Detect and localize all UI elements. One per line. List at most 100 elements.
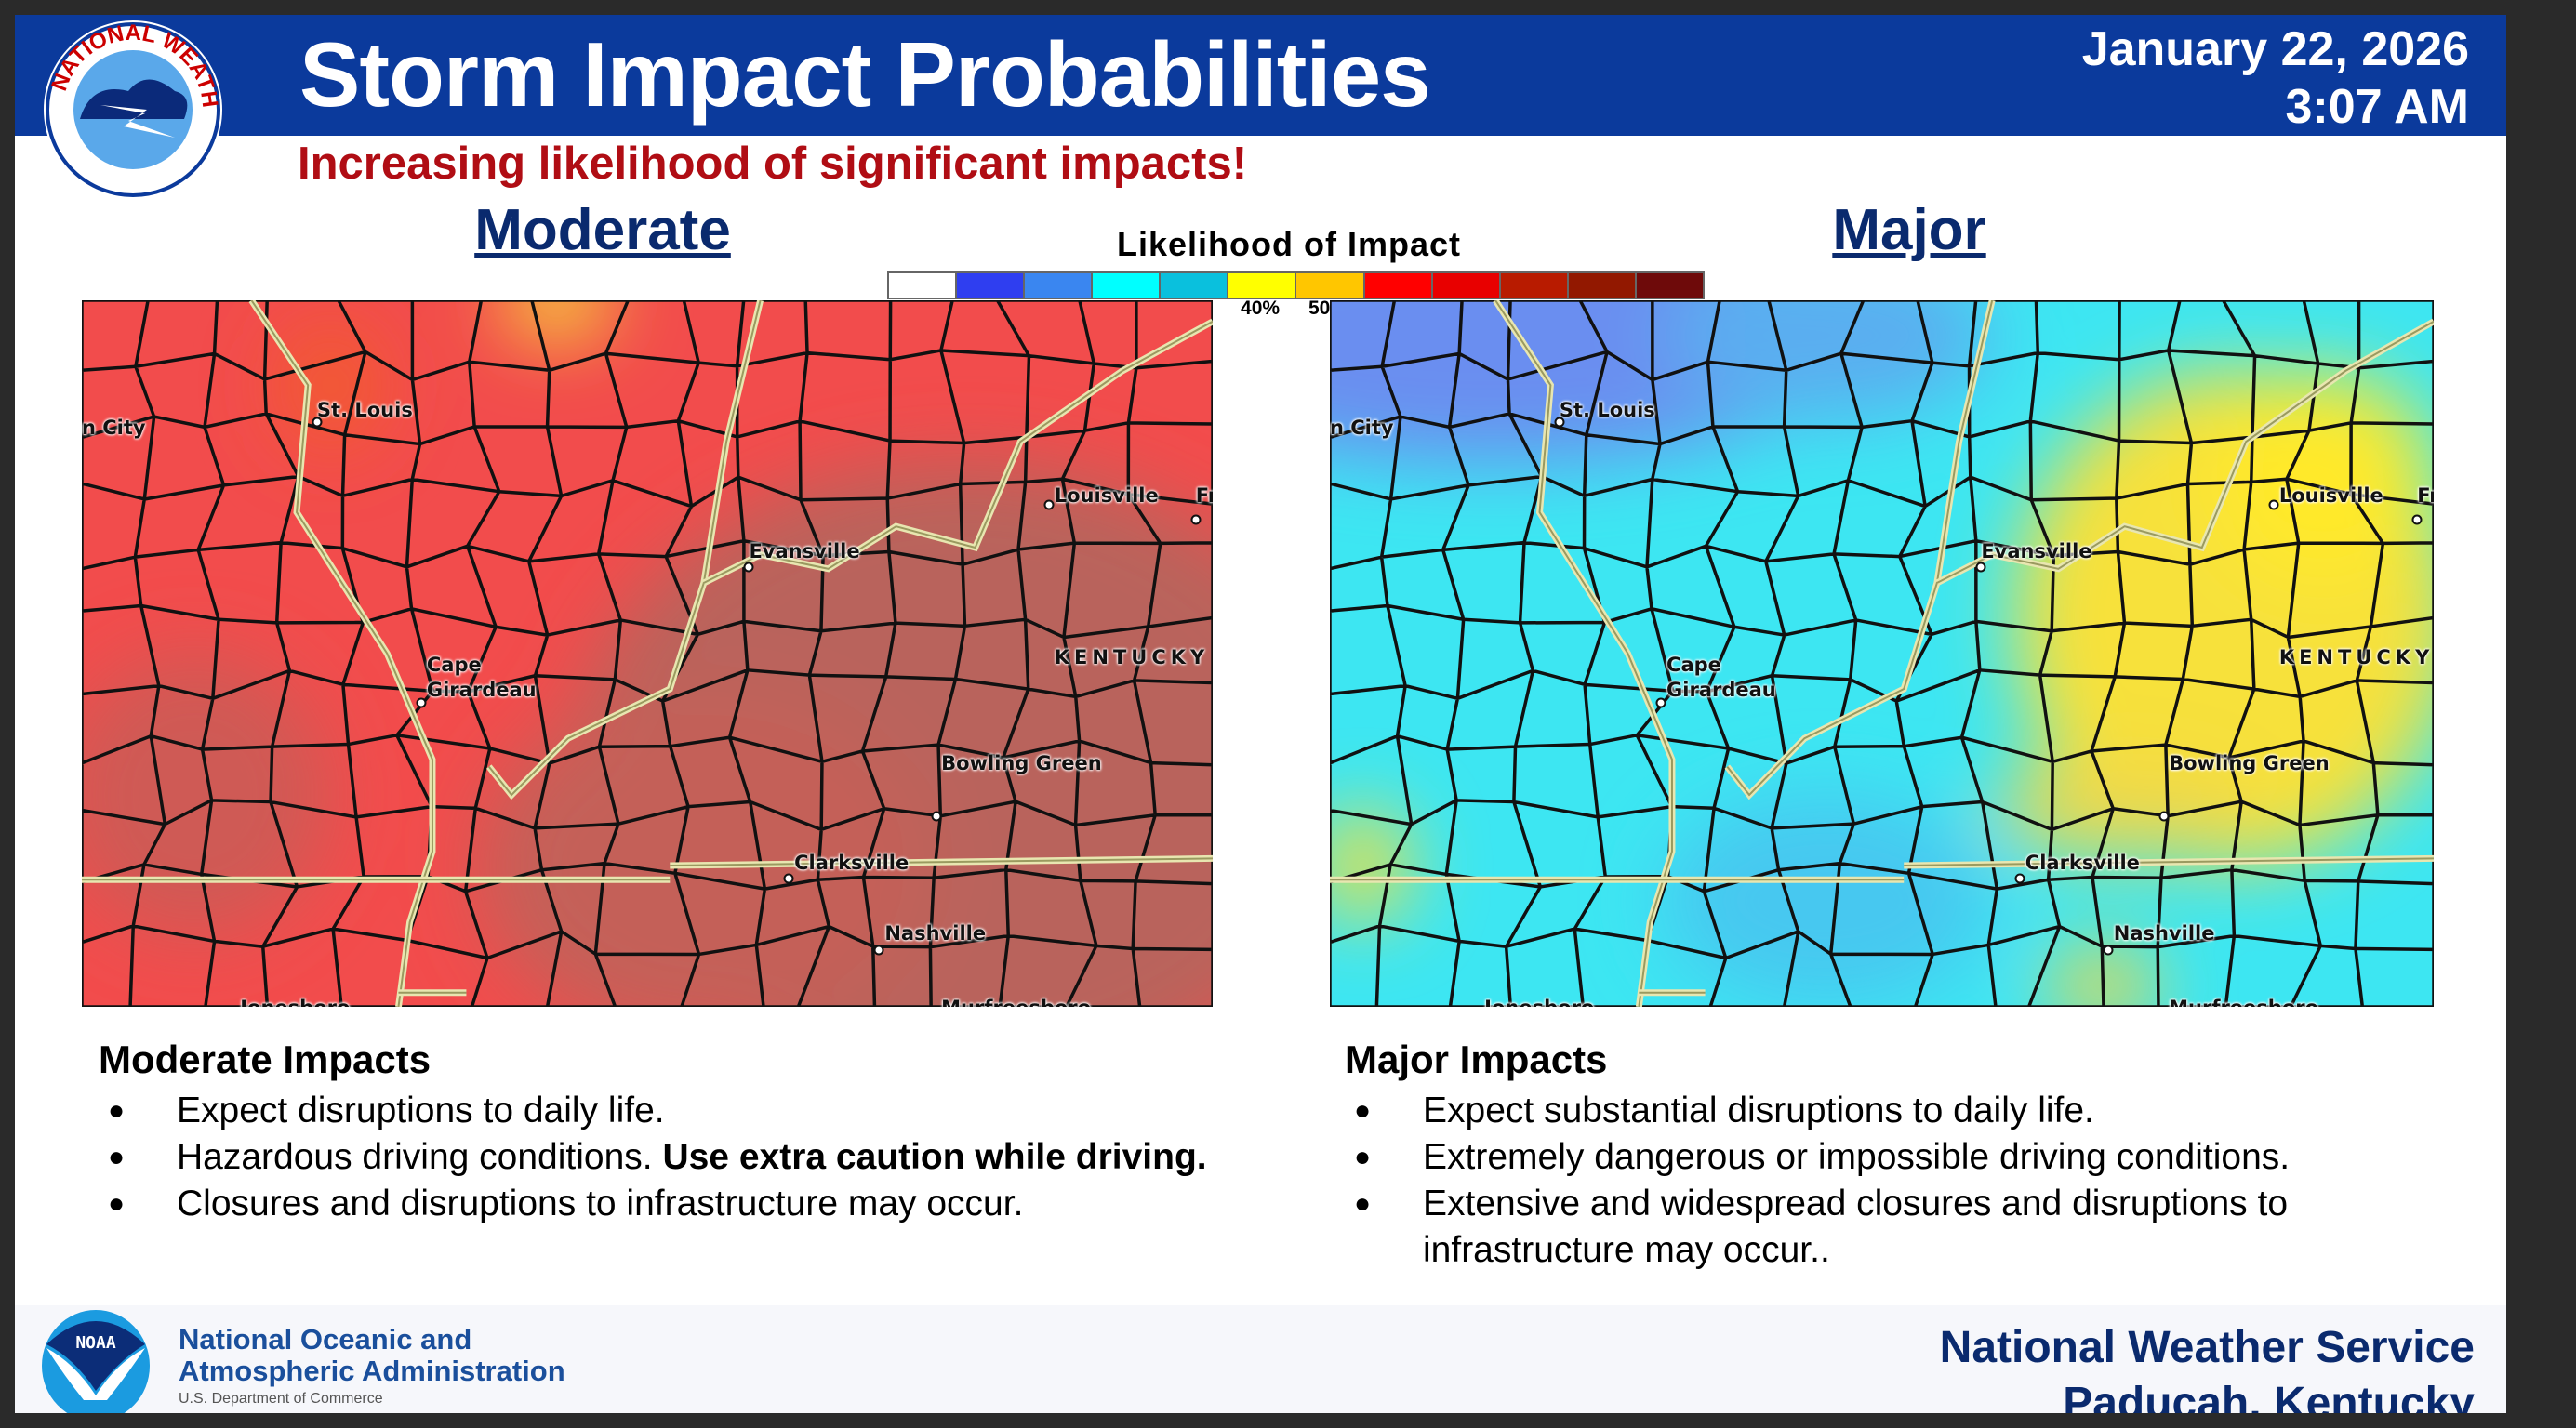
city-label-jefferson-city: n City (82, 416, 146, 440)
issue-time: 3:07 AM (2285, 80, 2469, 134)
issue-date: January 22, 2026 (2081, 22, 2469, 76)
footer: NOAA National Oceanic and Atmospheric Ad… (15, 1305, 2506, 1413)
state-border (1936, 320, 2434, 584)
noaa-department: U.S. Department of Commerce (179, 1391, 383, 1407)
item-text: Hazardous driving conditions. (177, 1137, 663, 1177)
item-text: Closures and disruptions to infrastructu… (177, 1183, 1024, 1223)
city-marker-icon (1043, 499, 1055, 510)
major-impacts-section: Major Impacts Expect substantial disrupt… (1345, 1038, 2414, 1274)
city-label-st-louis: St. Louis (316, 399, 413, 422)
state-border (1494, 300, 1673, 1007)
city-label-cape-girardeau-2: Girardeau (426, 678, 537, 701)
city-label-kentucky: KENTUCKY (2278, 646, 2434, 669)
major-impact-item: Extensive and widespread closures and di… (1345, 1181, 2414, 1274)
legend-swatch (1161, 273, 1229, 298)
major-impacts-heading: Major Impacts (1345, 1038, 1608, 1081)
issue-datetime: January 22, 2026 3:07 AM (2082, 20, 2469, 136)
city-label-kentucky: KENTUCKY (1054, 646, 1210, 669)
county-borders (82, 300, 1213, 1007)
legend-swatch (1296, 273, 1365, 298)
city-marker-icon (2103, 945, 2114, 956)
state-border (670, 857, 1213, 866)
city-marker-icon (1554, 416, 1565, 428)
svg-text:NOAA: NOAA (75, 1333, 116, 1353)
city-label-nashville: Nashville (884, 921, 987, 945)
noaa-line1: National Oceanic and (179, 1323, 472, 1355)
legend-swatch (957, 273, 1026, 298)
county-borders (1330, 300, 2434, 1007)
office-name: National Weather Service Paducah, Kentuc… (1940, 1320, 2475, 1413)
city-label-bowling-green: Bowling Green (2169, 752, 2330, 775)
city-label-louisville: Louisville (2278, 483, 2383, 507)
legend-label: 40% (1241, 298, 1281, 319)
city-label-st-louis: St. Louis (1559, 399, 1655, 422)
state-border (487, 300, 762, 797)
city-label-jonesboro: Jonesboro (240, 997, 350, 1007)
city-label-louisville: Louisville (1054, 483, 1159, 507)
city-label-jonesboro: Jonesboro (1484, 997, 1594, 1007)
page-title: Storm Impact Probabilities (299, 23, 1431, 126)
city-label-bowling-green: Bowling Green (941, 752, 1102, 775)
city-marker-icon (2268, 499, 2279, 510)
city-marker-icon (312, 416, 323, 428)
city-marker-icon (2158, 811, 2170, 822)
city-label-frankfort: Fr (2417, 483, 2434, 507)
moderate-impact-item: Closures and disruptions to infrastructu… (99, 1181, 1215, 1227)
state-border (1904, 857, 2434, 866)
item-emphasis: Use extra caution while driving. (662, 1137, 1207, 1177)
city-marker-icon (873, 945, 884, 956)
city-marker-icon (931, 811, 942, 822)
state-border (703, 320, 1213, 584)
city-marker-icon (783, 873, 794, 884)
noaa-line2: Atmospheric Administration (179, 1355, 565, 1387)
legend-swatch (1228, 273, 1297, 298)
city-label-clarksville: Clarksville (2025, 851, 2140, 874)
legend-swatch (889, 273, 958, 298)
city-marker-icon (2014, 873, 2025, 884)
state-border (1726, 300, 1994, 797)
major-impact-item: Expect substantial disruptions to daily … (1345, 1088, 2414, 1134)
city-label-cape-girardeau-2: Girardeau (1666, 678, 1776, 701)
city-marker-icon (1655, 697, 1666, 708)
city-label-cape-girardeau-1: Cape (1666, 654, 1721, 676)
nws-logo-icon: NATIONAL WEATHER (35, 17, 222, 199)
office-line1: National Weather Service (1939, 1323, 2475, 1372)
city-label-evansville: Evansville (749, 540, 860, 563)
city-marker-icon (416, 697, 427, 708)
city-label-jefferson-city: n City (1330, 416, 1394, 440)
city-label-murfreesboro: Murfreesboro (2169, 997, 2318, 1007)
moderate-impact-map: n City St. Louis Louisville Fr Evansville Cap… (82, 300, 1213, 1007)
legend-title: Likelihood of Impact (1116, 225, 1461, 263)
legend-swatch (1500, 273, 1569, 298)
city-marker-icon (2411, 514, 2423, 525)
city-marker-icon (1190, 514, 1202, 525)
slide: Storm Impact Probabilities January 22, 2… (15, 15, 2506, 1413)
major-heading: Major (1832, 198, 1986, 262)
state-border (250, 300, 433, 1007)
city-marker-icon (1975, 562, 1986, 573)
city-label-cape-girardeau-1: Cape (426, 654, 482, 676)
city-marker-icon (743, 562, 754, 573)
item-text: Expect disruptions to daily life. (177, 1091, 665, 1130)
legend-swatch (1093, 273, 1162, 298)
subtitle: Increasing likelihood of significant imp… (298, 139, 1248, 189)
moderate-impacts-heading: Moderate Impacts (99, 1038, 432, 1081)
noaa-name: National Oceanic and Atmospheric Adminis… (179, 1324, 565, 1411)
moderate-heading: Moderate (474, 198, 731, 262)
city-label-evansville: Evansville (1981, 540, 2092, 563)
legend-color-bar (887, 271, 1705, 299)
office-line2: Paducah, Kentucky (2063, 1379, 2475, 1413)
major-impact-map: n City St. Louis Louisville Fr Evansville Cap… (1330, 300, 2434, 1007)
legend-swatch (1364, 273, 1433, 298)
city-label-murfreesboro: Murfreesboro (941, 997, 1091, 1007)
legend-swatch (1432, 273, 1501, 298)
major-impact-item: Extremely dangerous or impossible drivin… (1345, 1134, 2414, 1181)
city-label-frankfort: Fr (1195, 483, 1213, 507)
header-band: Storm Impact Probabilities January 22, 2… (15, 15, 2506, 136)
legend-swatch (1025, 273, 1094, 298)
noaa-logo-icon: NOAA (42, 1310, 150, 1413)
city-label-nashville: Nashville (2113, 921, 2215, 945)
moderate-impact-item: Hazardous driving conditions. Use extra … (99, 1134, 1215, 1181)
legend-swatch (1568, 273, 1637, 298)
legend-swatch (1636, 273, 1703, 298)
